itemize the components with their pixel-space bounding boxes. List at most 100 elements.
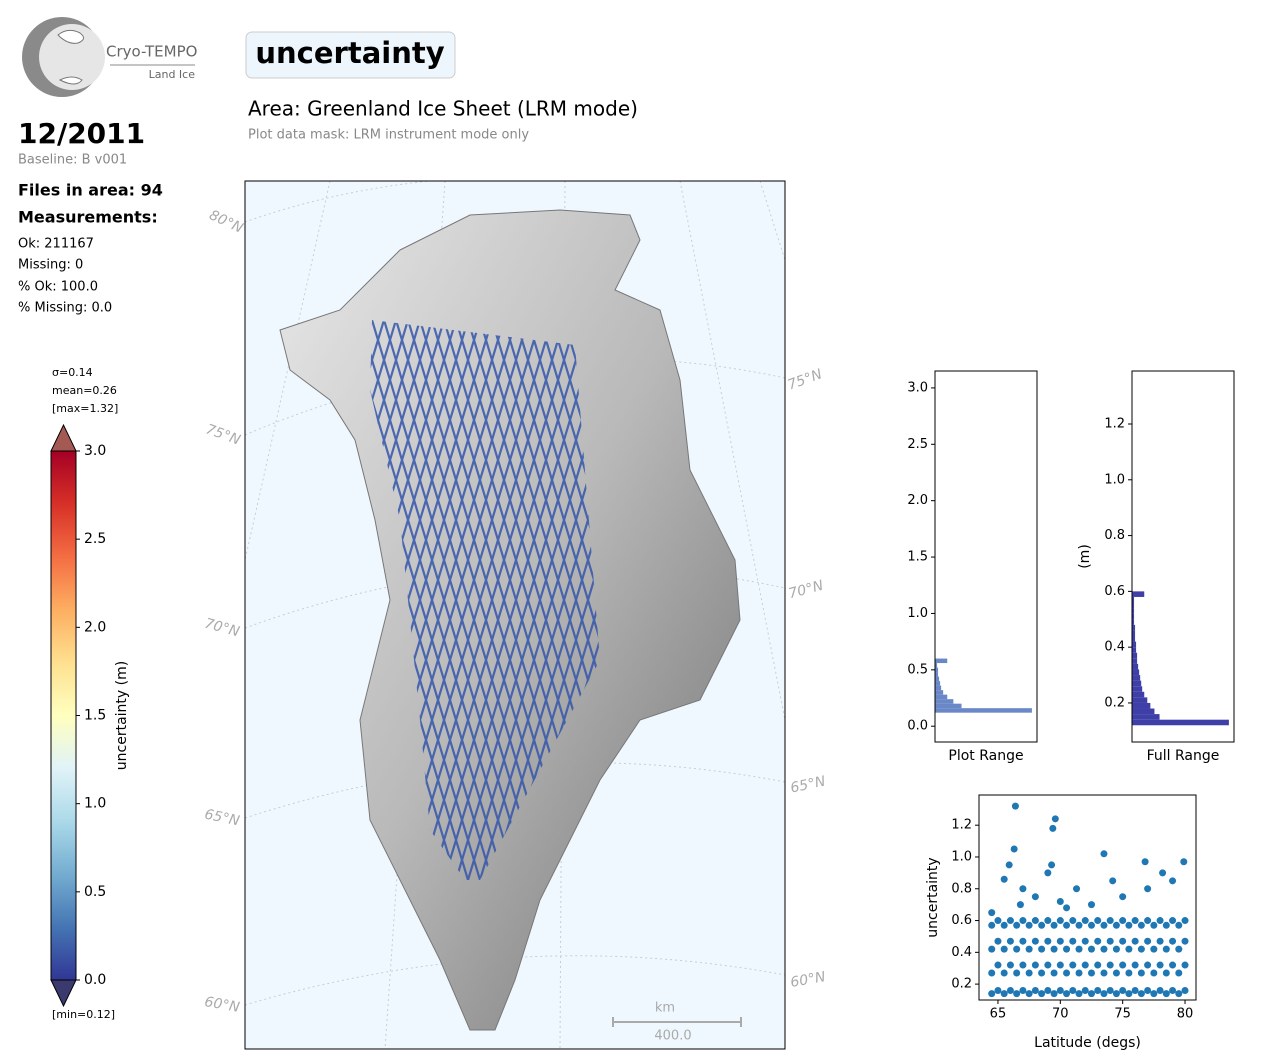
y-tick-label: 0.4 <box>951 945 972 960</box>
point <box>1081 917 1089 925</box>
point <box>1106 961 1114 969</box>
point <box>1025 921 1033 929</box>
bar <box>1132 591 1145 597</box>
point <box>1125 921 1133 929</box>
y-tick-label: 0.0 <box>907 719 928 734</box>
x-tick-label: 65 <box>990 1007 1007 1022</box>
y-tick-label: 0.5 <box>84 884 106 900</box>
bar <box>1132 714 1160 720</box>
point <box>1169 937 1177 945</box>
bar <box>1132 596 1135 603</box>
scale-value: 400.0 <box>654 1029 691 1044</box>
point <box>1156 986 1164 994</box>
y-tick-label: 0.8 <box>951 881 972 896</box>
y-tick-label: 1.5 <box>84 708 106 724</box>
point <box>1038 921 1046 929</box>
point <box>1010 845 1018 853</box>
point <box>1125 969 1133 977</box>
logo-subtitle: Land Ice <box>149 68 196 81</box>
x-tick-label: 70 <box>1052 1007 1069 1022</box>
point <box>1131 986 1139 994</box>
point <box>1025 990 1033 998</box>
point <box>1112 969 1120 977</box>
y-tick-label: 0.4 <box>1104 640 1125 655</box>
bar <box>1132 602 1135 609</box>
y-tick-label: 0.0 <box>84 972 106 988</box>
y-tick-label: 1.2 <box>951 818 972 833</box>
point <box>988 921 996 929</box>
point <box>1005 861 1013 869</box>
colorbar-over <box>50 423 77 452</box>
bar <box>1132 613 1135 620</box>
bar <box>1132 669 1140 676</box>
bar <box>935 699 954 704</box>
colorbar <box>51 451 76 980</box>
stat: Missing: 0 <box>18 258 83 273</box>
point <box>1094 917 1102 925</box>
logo-title: Cryo-TEMPO <box>106 43 197 61</box>
point <box>1031 937 1039 945</box>
point <box>1106 986 1114 994</box>
point <box>1038 990 1046 998</box>
bar <box>1132 641 1137 648</box>
point <box>1044 961 1052 969</box>
stat: % Ok: 100.0 <box>18 280 98 295</box>
point <box>1175 921 1183 929</box>
point <box>994 986 1002 994</box>
point <box>1119 893 1127 901</box>
point <box>1006 937 1014 945</box>
param-box <box>245 31 456 79</box>
axes-frame <box>1131 370 1235 743</box>
point <box>1056 986 1064 994</box>
point <box>1050 945 1058 953</box>
bar <box>1132 675 1141 681</box>
point <box>1006 917 1014 925</box>
point <box>1000 969 1008 977</box>
lat-label: 75°N <box>204 421 243 448</box>
point <box>1069 917 1077 925</box>
point <box>1119 937 1127 945</box>
point <box>1150 945 1158 953</box>
point <box>1013 921 1021 929</box>
point <box>1094 961 1102 969</box>
y-tick-label: 1.5 <box>907 550 928 565</box>
point <box>1137 945 1145 953</box>
map: 80°N 75°N 70°N 65°N 60°N 75°N 70°N 65°N … <box>203 180 827 1050</box>
point <box>1081 937 1089 945</box>
point <box>1159 869 1167 877</box>
point <box>1019 986 1027 994</box>
point <box>1019 885 1027 893</box>
point <box>1181 917 1189 925</box>
bar <box>935 685 942 691</box>
point <box>1044 937 1052 945</box>
point <box>994 961 1002 969</box>
bar <box>1132 697 1148 703</box>
point <box>1075 969 1083 977</box>
point <box>1131 961 1139 969</box>
point <box>1162 921 1170 929</box>
point <box>1144 937 1152 945</box>
bar <box>1132 680 1142 687</box>
annotation: [min=0.12] <box>52 1008 115 1021</box>
annotation: [max=1.32] <box>52 402 118 415</box>
point <box>1144 917 1152 925</box>
bar <box>1132 636 1136 642</box>
point <box>1063 945 1071 953</box>
bar <box>935 672 939 677</box>
bar <box>935 681 941 686</box>
y-tick-label: 3.0 <box>907 380 928 395</box>
point <box>1094 937 1102 945</box>
point <box>1144 961 1152 969</box>
point <box>1119 961 1127 969</box>
lat-label: 60°N <box>203 994 241 1016</box>
point <box>1106 917 1114 925</box>
bar <box>1132 647 1137 653</box>
annotation: σ=0.14 <box>52 366 93 379</box>
bar <box>1132 719 1229 726</box>
point <box>1073 885 1081 893</box>
colorbar-label: uncertainty (m) <box>114 661 130 770</box>
point <box>1013 990 1021 998</box>
lat-label: 65°N <box>789 773 827 796</box>
